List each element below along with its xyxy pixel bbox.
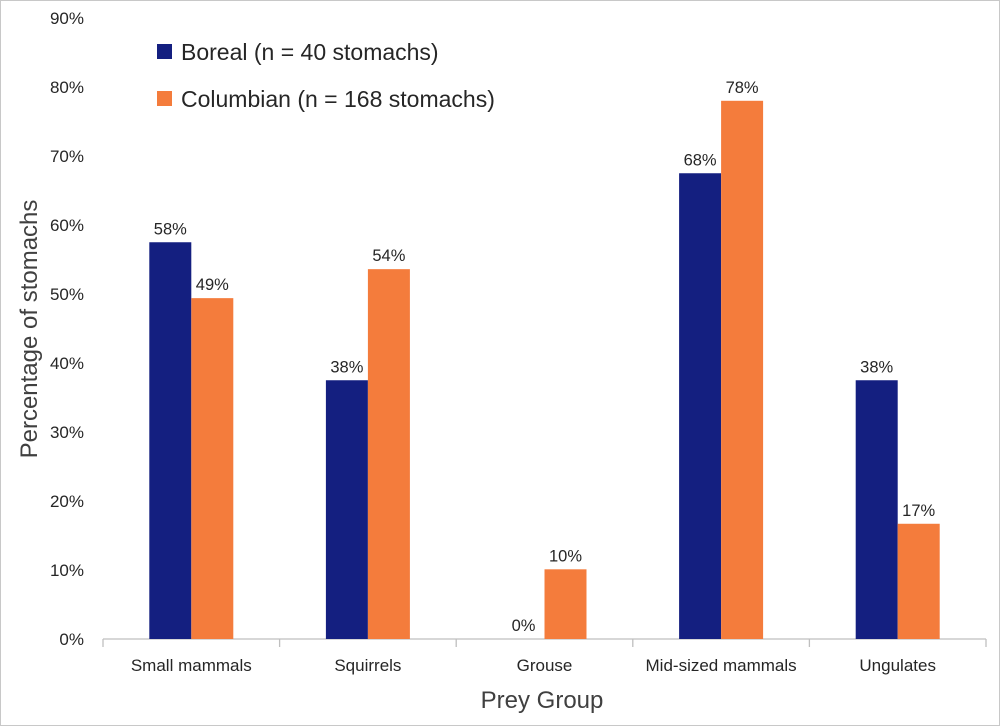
legend-swatch-boreal [157, 44, 172, 59]
x-category-label: Small mammals [131, 656, 252, 675]
data-label-boreal: 38% [330, 358, 363, 376]
data-label-columbian: 17% [902, 502, 935, 520]
bar-boreal-small-mammals [149, 242, 192, 639]
y-axis-title: Percentage of stomachs [16, 200, 43, 459]
y-tick-label: 30% [50, 423, 84, 442]
legend-label-boreal: Boreal (n = 40 stomachs) [181, 39, 439, 65]
axes: 0% 10% 20% 30% 40% 50% 60% 70% 80% 90% Small mamma… [50, 9, 987, 675]
y-tick-label: 60% [50, 216, 84, 235]
y-tick-label: 10% [50, 561, 84, 580]
y-tick-label: 0% [59, 630, 84, 649]
bar-columbian-ungulates [897, 523, 940, 639]
x-axis-title: Prey Group [481, 687, 604, 714]
y-tick-label: 50% [50, 285, 84, 304]
y-tick-label: 20% [50, 492, 84, 511]
bar-boreal-squirrels [325, 380, 368, 639]
data-label-columbian: 10% [549, 547, 582, 565]
bar-columbian-mid-sized-mammals [721, 100, 764, 640]
data-label-boreal: 38% [860, 358, 893, 376]
bar-boreal-ungulates [855, 380, 898, 639]
bar-columbian-small-mammals [191, 298, 234, 639]
y-tick-label: 90% [50, 9, 84, 28]
data-label-boreal: 68% [684, 151, 717, 169]
data-label-columbian: 54% [372, 247, 405, 265]
y-tick-label: 40% [50, 354, 84, 373]
legend-swatch-columbian [157, 91, 172, 106]
x-category-label: Squirrels [334, 656, 401, 675]
x-category-label: Grouse [517, 656, 573, 675]
bars: 58% 38% 0% 68% 38% 49% 54% 10% 78% 17% [149, 79, 940, 640]
bar-columbian-squirrels [367, 269, 410, 639]
x-category-label: Mid-sized mammals [646, 656, 797, 675]
data-label-columbian: 49% [196, 276, 229, 294]
bar-columbian-grouse [544, 569, 587, 639]
data-label-boreal: 0% [512, 617, 536, 635]
bar-boreal-mid-sized-mammals [679, 173, 722, 639]
x-category-label: Ungulates [859, 656, 936, 675]
data-label-columbian: 78% [726, 79, 759, 97]
y-tick-label: 70% [50, 147, 84, 166]
legend-label-columbian: Columbian (n = 168 stomachs) [181, 86, 495, 112]
y-tick-label: 80% [50, 78, 84, 97]
legend: Boreal (n = 40 stomachs) Columbian (n = … [157, 39, 495, 112]
data-label-boreal: 58% [154, 220, 187, 238]
